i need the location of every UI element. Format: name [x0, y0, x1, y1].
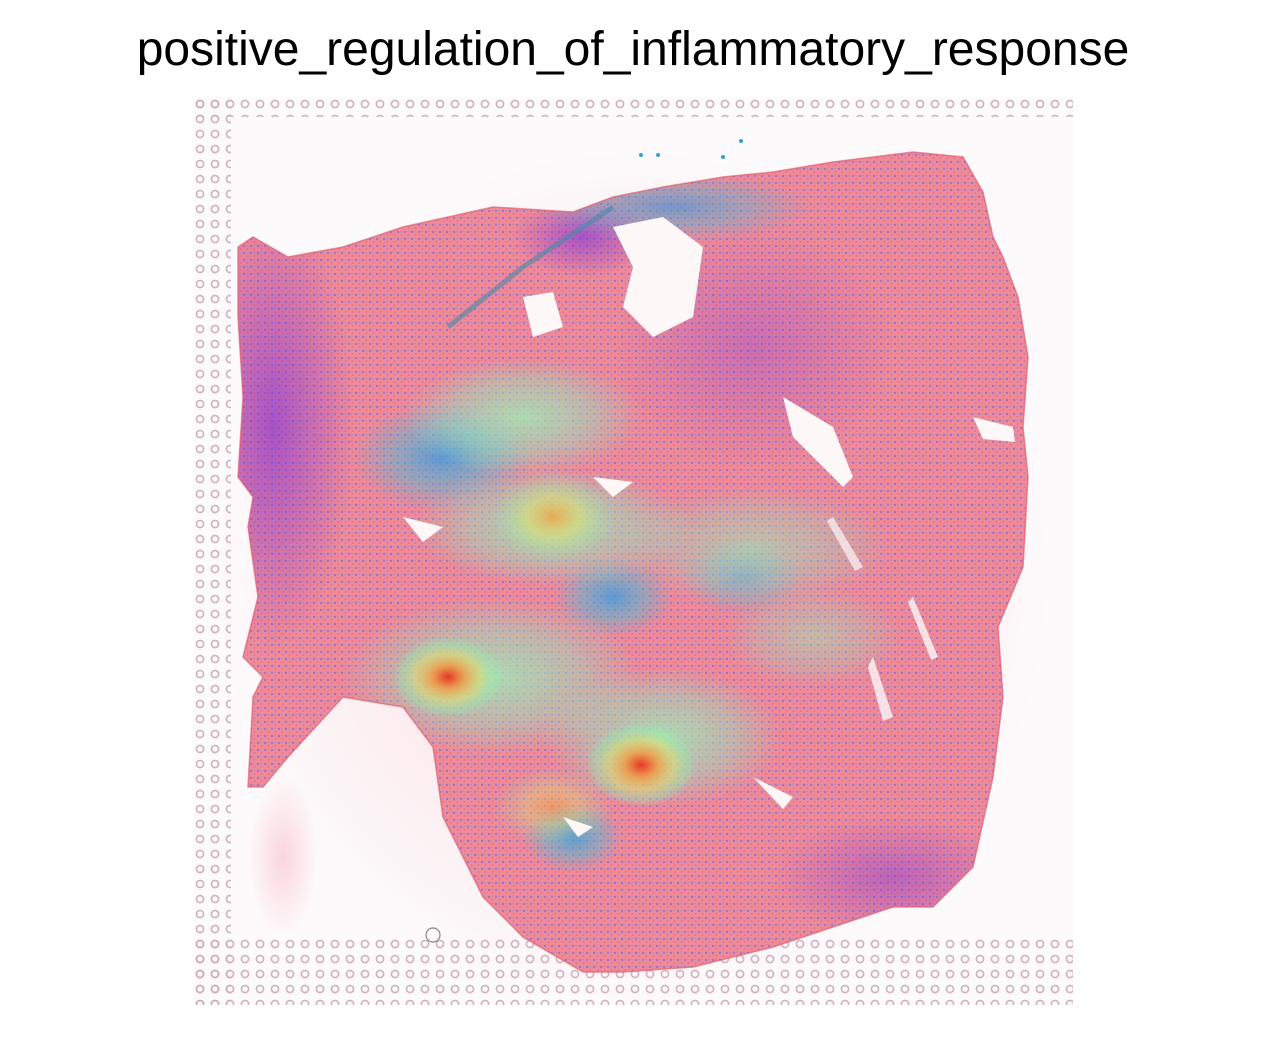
- tissue-section: [238, 152, 1028, 972]
- tissue-image-panel: [193, 97, 1073, 1005]
- tissue-image: [193, 97, 1073, 1005]
- plot-title: positive_regulation_of_inflammatory_resp…: [136, 23, 1130, 76]
